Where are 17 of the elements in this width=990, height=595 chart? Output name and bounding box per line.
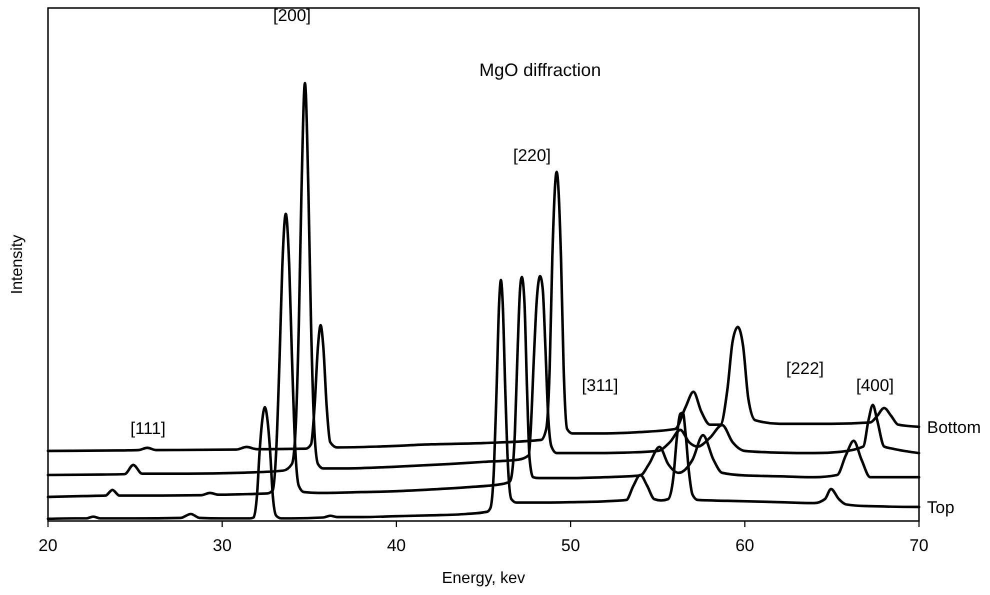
annotation: [111] xyxy=(130,418,166,438)
x-tick-label: 60 xyxy=(735,536,754,555)
x-axis-title: Energy, kev xyxy=(442,570,526,587)
x-tick-label: 50 xyxy=(561,536,580,555)
series-label: Top xyxy=(927,498,954,517)
x-tick-label: 20 xyxy=(38,536,58,555)
chart-title: MgO diffraction xyxy=(479,60,601,80)
annotation: [222] xyxy=(786,358,824,378)
x-tick-label: 40 xyxy=(386,536,406,555)
annotation: [220] xyxy=(513,146,551,165)
annotation: [311] xyxy=(582,376,618,395)
x-tick-label: 70 xyxy=(910,536,928,555)
x-tick-label: 30 xyxy=(212,536,232,555)
annotation: [400] xyxy=(856,376,894,395)
series-label: Bottom xyxy=(927,418,981,437)
y-axis-title: Intensity xyxy=(9,234,26,294)
text: [200] xyxy=(273,6,311,25)
